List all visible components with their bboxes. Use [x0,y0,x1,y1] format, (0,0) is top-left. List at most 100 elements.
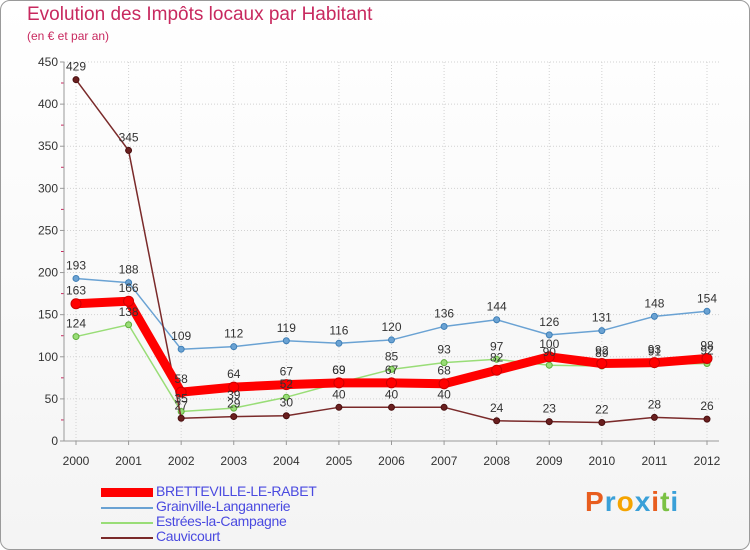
data-label-1: 126 [539,315,559,329]
data-label-1: 109 [171,329,191,343]
data-label-3: 23 [543,402,557,416]
data-label-0: 163 [66,284,86,298]
data-label-0: 100 [539,337,559,351]
data-label-0: 92 [595,344,609,358]
data-point-3 [72,76,80,84]
data-label-1: 131 [592,311,612,325]
data-label-1: 119 [277,321,296,335]
data-label-3: 40 [332,387,346,401]
data-label-3: 26 [700,399,714,413]
data-point-0 [543,351,555,363]
data-point-1 [177,345,185,353]
data-point-0 [280,379,292,391]
data-point-0 [228,381,240,393]
brand-letter: i [651,486,661,517]
data-label-1: 148 [644,296,664,310]
data-label-2: 89 [595,346,609,360]
data-label-2: 92 [700,344,714,358]
x-tick-label: 2001 [115,454,142,468]
data-label-2: 97 [490,339,504,353]
data-point-0 [596,358,608,370]
legend-label: Cauvicourt [156,528,220,544]
data-point-1 [230,343,238,351]
data-point-2 [440,359,448,367]
data-label-0: 166 [119,281,139,295]
legend-label: Estrées-la-Campagne [156,513,287,529]
data-point-2 [125,321,133,329]
data-point-1 [493,316,501,324]
brand-letter: r [604,486,617,517]
data-label-1: 136 [434,306,454,320]
legend-label: BRETTEVILLE-LE-RABET [156,483,317,499]
chart-subtitle: (en € et par an) [27,29,110,43]
data-point-3 [125,146,133,154]
data-label-2: 39 [227,388,241,402]
data-label-2: 69 [332,363,346,377]
y-tick-label: 250 [38,223,58,237]
data-label-2: 85 [385,349,399,363]
data-label-3: 40 [437,387,451,401]
data-label-0: 64 [227,367,241,381]
legend-swatch [101,537,153,539]
x-tick-label: 2006 [378,454,405,468]
data-point-1 [282,337,290,345]
y-tick-label: 0 [51,434,58,448]
data-label-1: 144 [487,300,507,314]
data-label-3: 24 [490,401,504,415]
data-label-3: 27 [174,398,188,412]
data-point-1 [440,322,448,330]
x-tick-label: 2010 [588,454,615,468]
data-point-0 [175,386,187,398]
data-label-2: 91 [648,344,662,358]
data-point-0 [438,378,450,390]
data-label-3: 28 [648,397,662,411]
chart-title: Evolution des Impôts locaux par Habitant [27,4,373,25]
data-label-0: 69 [332,363,346,377]
data-label-3: 29 [227,397,241,411]
data-label-0: 98 [700,338,714,352]
data-point-3 [177,414,185,422]
data-label-0: 68 [437,364,451,378]
y-tick-label: 150 [38,308,58,322]
data-label-1: 112 [224,327,243,341]
data-label-0: 67 [385,363,399,377]
x-tick-label: 2011 [642,454,668,468]
data-point-1 [125,279,133,287]
data-label-2: 93 [437,343,451,357]
data-point-3 [703,415,711,423]
data-label-2: 90 [543,345,557,359]
data-point-0 [333,377,345,389]
data-point-3 [335,403,343,411]
data-point-1 [703,307,711,315]
legend-swatch [101,488,153,497]
data-point-0 [70,298,82,310]
x-tick-label: 2007 [431,454,458,468]
legend-swatch [101,522,153,524]
data-point-0 [491,364,503,376]
data-label-2: 138 [119,305,139,319]
data-point-2 [282,393,290,401]
data-point-0 [648,357,660,369]
y-tick-label: 450 [38,55,58,69]
brand-letter: x [634,486,652,517]
data-label-2: 35 [174,392,188,406]
y-tick-label: 400 [38,97,58,111]
brand-logo: Proxiti [585,486,679,518]
data-point-2 [493,355,501,363]
data-point-1 [388,336,395,344]
data-label-1: 116 [329,323,348,337]
data-label-3: 30 [280,396,294,410]
data-point-3 [650,413,658,421]
data-point-1 [72,274,80,282]
x-tick-label: 2000 [63,454,90,468]
data-point-3 [598,418,606,426]
data-point-2 [388,365,395,373]
x-tick-label: 2003 [220,454,247,468]
data-point-2 [545,361,553,369]
y-tick-label: 350 [38,139,58,153]
data-label-3: 429 [66,60,86,74]
y-tick-label: 100 [38,350,58,364]
y-tick-label: 300 [38,181,58,195]
data-label-2: 124 [66,317,86,331]
